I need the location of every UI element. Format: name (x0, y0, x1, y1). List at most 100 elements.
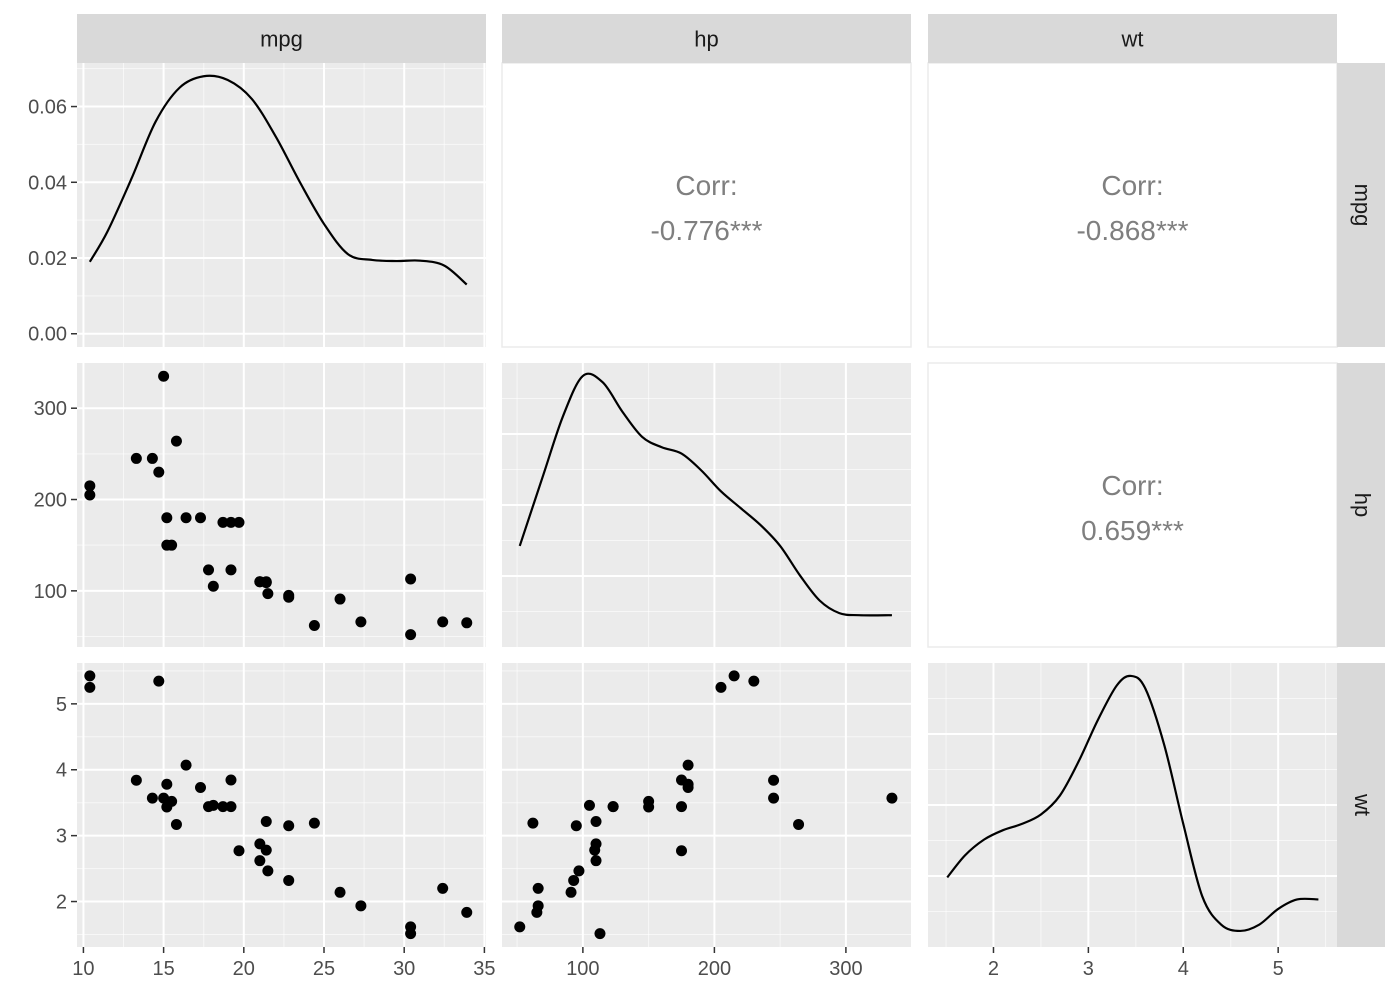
point-wt-vs-hp (715, 681, 727, 693)
strip-label-top-wt: wt (1121, 27, 1144, 52)
point-wt-vs-hp (590, 855, 602, 867)
panel-wt-hp-background (502, 663, 911, 947)
point-hp-vs-mpg (233, 516, 245, 528)
point-wt-vs-hp (768, 792, 780, 804)
point-wt-vs-mpg (225, 774, 237, 786)
point-wt-vs-hp (590, 815, 602, 827)
corr-value-hp-wt: 0.659*** (1081, 515, 1184, 546)
point-wt-vs-mpg (158, 792, 170, 804)
point-wt-vs-mpg (161, 801, 173, 813)
point-hp-vs-mpg (195, 512, 207, 524)
point-wt-vs-mpg (283, 874, 295, 886)
x-tick-label: 4 (1178, 958, 1189, 980)
point-wt-vs-hp (728, 670, 740, 682)
point-hp-vs-mpg (225, 516, 237, 528)
x-tick-label: 35 (473, 958, 495, 980)
y-tick-label: 300 (34, 398, 67, 420)
point-wt-vs-hp (793, 818, 805, 830)
x-tick-label: 10 (72, 958, 94, 980)
point-wt-vs-mpg (283, 820, 295, 832)
y-tick-label: 0.02 (28, 248, 67, 270)
corr-label-mpg-wt: Corr: (1101, 170, 1163, 201)
point-hp-vs-mpg (146, 452, 158, 464)
point-wt-vs-mpg (233, 845, 245, 857)
point-wt-vs-mpg (334, 886, 346, 898)
point-wt-vs-hp (565, 886, 577, 898)
panel-hp-mpg-background (77, 363, 486, 647)
point-wt-vs-mpg (355, 900, 367, 912)
point-hp-vs-mpg (158, 370, 170, 382)
y-tick-label: 100 (34, 581, 67, 603)
panel-mpg-wt-background (927, 62, 1338, 348)
point-hp-vs-mpg (334, 593, 346, 605)
point-wt-vs-mpg (161, 778, 173, 790)
y-tick-label: 3 (56, 826, 67, 848)
corr-label-hp-wt: Corr: (1101, 470, 1163, 501)
point-wt-vs-mpg (170, 818, 182, 830)
point-hp-vs-mpg (461, 617, 473, 629)
point-hp-vs-mpg (161, 539, 173, 551)
point-wt-vs-hp (676, 845, 688, 857)
panel-mpg-mpg-background (77, 63, 486, 347)
point-wt-vs-hp (607, 801, 619, 813)
point-wt-vs-mpg (308, 817, 320, 829)
point-wt-vs-mpg (153, 675, 165, 687)
x-tick-label: 200 (698, 958, 731, 980)
x-tick-label: 300 (829, 958, 862, 980)
x-tick-label: 100 (566, 958, 599, 980)
point-wt-vs-mpg (260, 844, 272, 856)
y-tick-label: 2 (56, 892, 67, 914)
point-wt-vs-hp (886, 792, 898, 804)
point-hp-vs-mpg (405, 573, 417, 585)
point-wt-vs-hp (589, 844, 601, 856)
point-wt-vs-hp (583, 799, 595, 811)
y-tick-label: 5 (56, 694, 67, 716)
point-wt-vs-hp (532, 882, 544, 894)
point-wt-vs-hp (514, 921, 526, 933)
point-wt-vs-hp (594, 928, 606, 940)
strip-label-right-wt: wt (1350, 793, 1375, 816)
strip-right-hp (1337, 363, 1385, 647)
point-hp-vs-mpg (84, 489, 96, 501)
density-curve-wt (946, 674, 1319, 933)
point-hp-vs-mpg (130, 452, 142, 464)
y-tick-label: 0.00 (28, 324, 67, 346)
point-hp-vs-mpg (180, 512, 192, 524)
x-tick-label: 15 (152, 958, 174, 980)
point-wt-vs-mpg (405, 928, 417, 940)
strip-top-mpg (77, 14, 486, 63)
x-tick-label: 2 (988, 958, 999, 980)
point-wt-vs-mpg (262, 865, 274, 877)
panel-wt-mpg-background (77, 663, 486, 947)
strip-right-mpg (1337, 63, 1385, 347)
point-wt-vs-mpg (84, 670, 96, 682)
strip-label-top-mpg: mpg (260, 27, 303, 52)
corr-label-mpg-hp: Corr: (675, 170, 737, 201)
point-hp-vs-mpg (170, 435, 182, 447)
density-curve-mpg (88, 74, 468, 286)
point-wt-vs-hp (748, 675, 760, 687)
point-wt-vs-mpg (130, 774, 142, 786)
point-wt-vs-mpg (225, 801, 237, 813)
x-tick-label: 5 (1273, 958, 1284, 980)
point-hp-vs-mpg (217, 516, 229, 528)
strip-top-hp (502, 14, 911, 63)
point-hp-vs-mpg (225, 564, 237, 576)
point-hp-vs-mpg (203, 564, 215, 576)
point-hp-vs-mpg (84, 480, 96, 492)
panel-mpg-hp-background (501, 62, 912, 348)
point-hp-vs-mpg (437, 616, 449, 628)
point-hp-vs-mpg (153, 466, 165, 478)
y-tick-label: 0.06 (28, 97, 67, 119)
point-wt-vs-mpg (217, 801, 229, 813)
point-wt-vs-hp (532, 900, 544, 912)
density-curve-hp (518, 372, 892, 617)
point-wt-vs-hp (643, 801, 655, 813)
corr-value-mpg-hp: -0.776*** (650, 215, 762, 246)
strip-label-right-hp: hp (1350, 493, 1375, 517)
strip-label-top-hp: hp (694, 27, 718, 52)
point-hp-vs-mpg (262, 588, 274, 600)
point-hp-vs-mpg (283, 589, 295, 601)
x-tick-label: 3 (1083, 958, 1094, 980)
